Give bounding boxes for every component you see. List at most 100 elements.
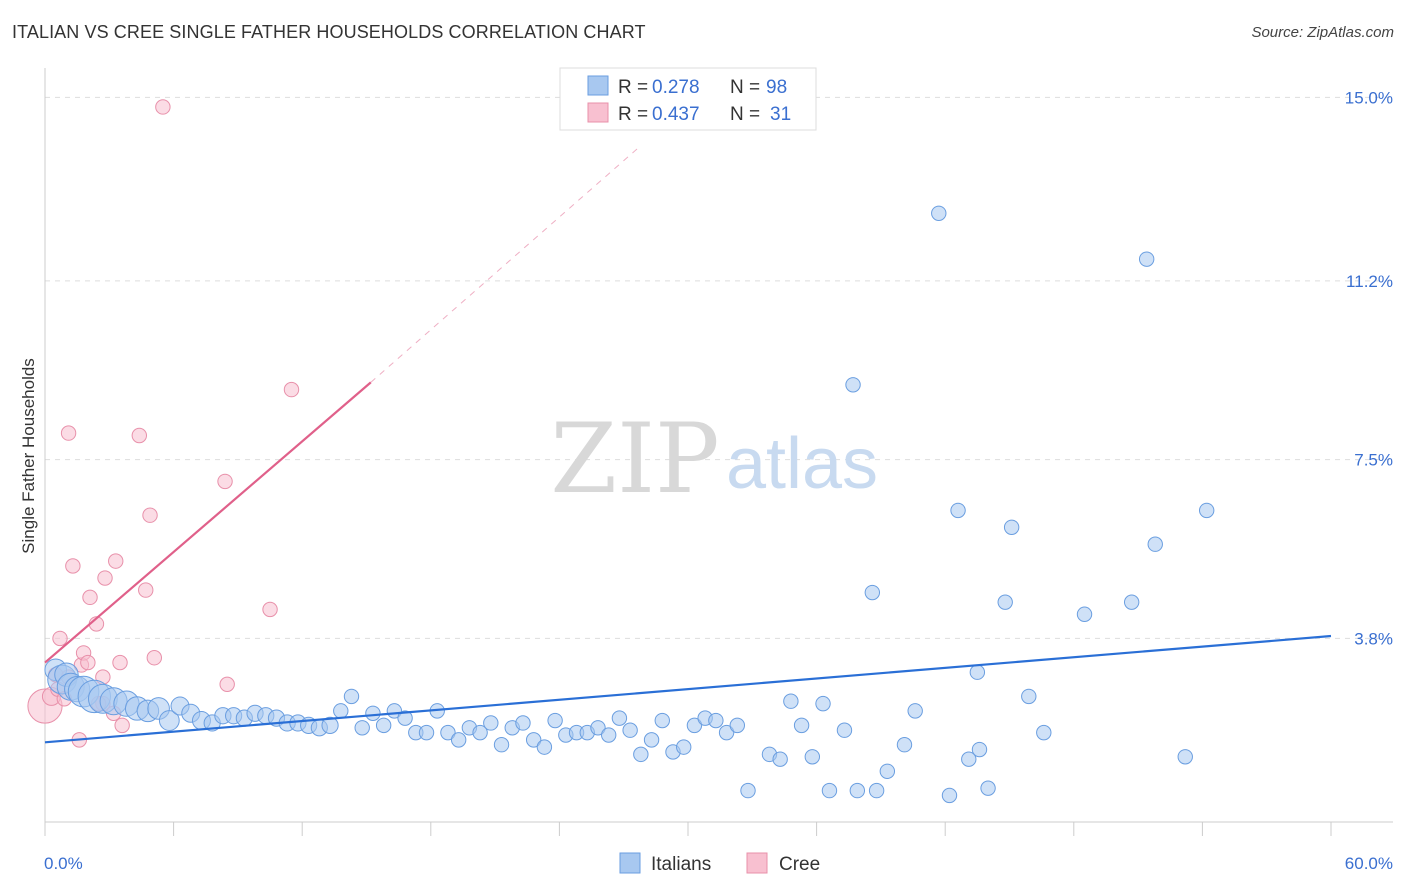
- x-tick-labels: 0.0% 60.0%: [44, 854, 1393, 873]
- cree-point: [146, 650, 163, 666]
- italians-point: [941, 787, 958, 804]
- cree-point: [80, 654, 96, 671]
- watermark: ZIP atlas: [550, 403, 878, 515]
- legend-swatch-italians: [587, 75, 609, 96]
- italians-point: [600, 727, 617, 743]
- italians-point: [611, 710, 628, 726]
- legend-n-value: 31: [770, 104, 791, 125]
- chart-title: ITALIAN VS CREE SINGLE FATHER HOUSEHOLDS…: [12, 22, 646, 42]
- cree-point: [52, 630, 68, 647]
- italians-point: [845, 377, 861, 393]
- legend-n-value: 98: [766, 77, 787, 98]
- italians-points: [44, 205, 1215, 804]
- italians-point: [1138, 251, 1155, 267]
- cree-point: [82, 589, 98, 606]
- grid-lines: [45, 96, 1393, 639]
- trend-lines: [44, 145, 1332, 744]
- italians-point: [969, 664, 986, 680]
- cree-point: [60, 425, 77, 441]
- italians-point: [821, 782, 838, 799]
- y-tick-label: 11.2%: [1346, 272, 1393, 291]
- italians-point: [997, 594, 1013, 610]
- source-label: Source: ZipAtlas.com: [1251, 24, 1394, 41]
- legend-r-value: 0.437: [652, 104, 700, 125]
- y-tick-label: 7.5%: [1354, 451, 1393, 470]
- italians-point: [907, 703, 923, 719]
- cree-point: [283, 381, 300, 398]
- x-tick-label: 0.0%: [44, 854, 83, 873]
- legend-row-italians: R = 0.278 N = 98: [587, 75, 787, 98]
- italians-point: [622, 722, 638, 738]
- y-tick-label: 15.0%: [1345, 88, 1393, 107]
- italians-point: [740, 782, 756, 799]
- italians-point: [343, 688, 360, 705]
- italians-point: [931, 205, 947, 221]
- bottom-legend-swatch-italians: [619, 852, 641, 874]
- cree-points: [27, 99, 300, 748]
- y-tick-labels: 3.8% 7.5% 11.2% 15.0%: [1345, 88, 1393, 648]
- legend-n-label: N =: [730, 104, 760, 125]
- italians-point: [879, 763, 896, 779]
- stats-legend: R = 0.278 N = 98 R = 0.437 N = 31: [559, 67, 817, 131]
- italians-point: [1021, 688, 1037, 705]
- watermark-zip: ZIP: [550, 403, 719, 515]
- italians-point: [397, 710, 413, 726]
- italians-point: [896, 737, 913, 753]
- legend-r-value: 0.278: [652, 77, 700, 98]
- italians-point: [686, 717, 703, 734]
- italians-point: [1147, 536, 1163, 552]
- italians-point: [836, 722, 853, 738]
- italians-point: [950, 502, 966, 519]
- italians-point: [849, 782, 866, 799]
- italians-point: [472, 724, 488, 741]
- y-tick-label: 3.8%: [1354, 629, 1393, 648]
- italians-point: [483, 715, 499, 731]
- italians-point: [772, 751, 788, 767]
- legend-swatch-cree: [587, 102, 609, 123]
- italians-point: [158, 710, 180, 731]
- cree-point: [142, 507, 158, 523]
- cree-point: [217, 473, 233, 490]
- watermark-atlas: atlas: [726, 424, 878, 504]
- bottom-legend-label-cree: Cree: [779, 854, 820, 875]
- italians-point: [321, 716, 339, 734]
- italians-point: [493, 737, 510, 753]
- italians-point: [868, 782, 885, 799]
- italians-point: [450, 732, 467, 748]
- italians-point: [815, 695, 831, 712]
- italians-point: [718, 724, 735, 741]
- italians-point: [804, 749, 821, 765]
- italians-point: [333, 703, 349, 719]
- italians-point: [440, 724, 456, 741]
- y-axis-title: Single Father Households: [19, 358, 38, 554]
- italians-trend-line: [44, 634, 1332, 744]
- italians-point: [961, 751, 977, 767]
- italians-point: [633, 746, 649, 763]
- cree-point: [219, 676, 235, 693]
- italians-point: [365, 705, 381, 721]
- bottom-legend-swatch-cree: [746, 852, 768, 874]
- cree-point: [131, 427, 148, 444]
- italians-point: [676, 739, 692, 755]
- italians-point: [729, 717, 745, 734]
- x-tick-label: 60.0%: [1345, 854, 1393, 873]
- italians-point: [1036, 724, 1052, 741]
- cree-point: [155, 99, 171, 115]
- legend-r-label: R =: [618, 104, 648, 125]
- legend-n-label: N =: [730, 77, 760, 98]
- italians-point: [708, 712, 724, 729]
- italians-point: [1198, 502, 1215, 519]
- italians-point: [783, 693, 799, 709]
- cree-point: [97, 570, 113, 586]
- legend-row-cree: R = 0.437 N = 31: [587, 102, 791, 125]
- italians-point: [864, 584, 881, 601]
- italians-point: [515, 715, 531, 731]
- bottom-legend-label-italians: Italians: [651, 854, 711, 875]
- italians-point: [354, 720, 370, 736]
- cree-point: [262, 601, 278, 618]
- italians-point: [375, 717, 392, 734]
- series-legend: Italians Cree: [619, 852, 820, 875]
- italians-point: [980, 780, 996, 796]
- cree-point: [112, 654, 128, 671]
